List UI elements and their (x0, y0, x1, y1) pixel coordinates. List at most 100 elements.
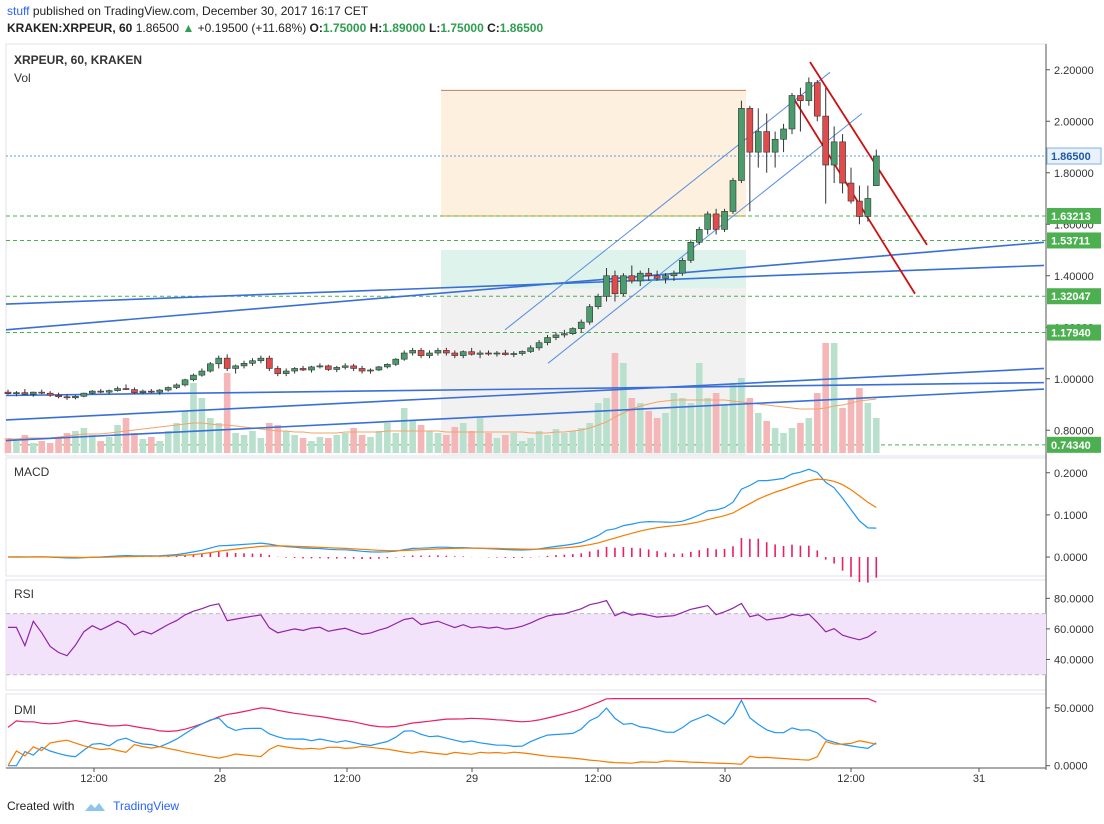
candle (872, 149, 880, 186)
rsi-title: RSI (14, 587, 34, 601)
volume-bar (89, 435, 96, 453)
candle-body (38, 391, 46, 394)
candle-body (215, 357, 223, 365)
chart-area[interactable]: 2.200002.000001.800001.600001.400001.200… (0, 40, 1104, 798)
candle (628, 265, 636, 284)
candle (797, 87, 804, 132)
candle (830, 126, 838, 184)
macd-title: MACD (14, 465, 50, 479)
candle (291, 367, 298, 374)
candle-body (341, 365, 349, 368)
candle-body (569, 328, 577, 334)
candle-body (653, 275, 661, 279)
volume-bar (367, 437, 374, 453)
volume-bar (358, 435, 366, 453)
price-tag-bg (1047, 207, 1101, 224)
candle (459, 350, 467, 359)
price-tag-label: 0.74340 (1051, 440, 1091, 452)
rsi-line (8, 599, 877, 657)
price-axis-label: 0.80000 (1054, 425, 1094, 437)
candle (561, 329, 568, 338)
volume-bar (872, 418, 880, 453)
volume-bar (232, 433, 239, 453)
volume-bar (325, 438, 332, 453)
macd-axis-label: 0.0000 (1054, 552, 1088, 564)
author-link[interactable]: stuff (7, 4, 30, 18)
candle-body (409, 350, 416, 354)
time-axis-label: 29 (466, 773, 478, 785)
macd-axis-label: 0.1000 (1054, 510, 1088, 522)
tradingview-brand[interactable]: TradingView (113, 799, 180, 813)
volume-bar (72, 431, 79, 453)
candle-body (80, 392, 88, 397)
candle (754, 108, 762, 168)
candle-body (240, 362, 248, 367)
candle-body (502, 352, 509, 355)
candle-body (451, 352, 459, 356)
volume-bar (417, 425, 425, 453)
symbol-label: KRAKEN:XRPEUR, 60 (7, 21, 133, 35)
volume-bar (375, 431, 383, 453)
candle-body (797, 95, 804, 101)
candle (451, 350, 459, 359)
candle (4, 389, 12, 395)
candle-body (384, 364, 391, 368)
low-value: 1.75000 (440, 21, 484, 35)
candle-body (367, 369, 374, 372)
candle (282, 368, 290, 377)
price-axis-label: 1.80000 (1054, 168, 1094, 180)
candle-body (417, 350, 425, 356)
candle (274, 365, 282, 377)
candle-body (535, 342, 543, 349)
volume-bar (55, 438, 62, 453)
candle-body (89, 390, 96, 394)
candle (122, 384, 130, 391)
candle (611, 270, 619, 302)
trendline (5, 388, 1045, 442)
last-price: 1.86500 (135, 21, 180, 35)
candle-body (266, 357, 273, 369)
volume-bar (316, 437, 324, 453)
candle-body (63, 396, 71, 399)
volume-bar (29, 443, 37, 453)
candle (662, 273, 669, 284)
candle-body (636, 272, 644, 282)
footer: Created with TradingView (7, 799, 179, 813)
candle-body (358, 368, 366, 372)
volume-bar (215, 423, 223, 453)
candle-body (679, 259, 686, 274)
price-change: +0.19500 (+11.68%) (197, 21, 307, 35)
candle (341, 363, 349, 370)
channel-lower-line (547, 113, 863, 364)
candle-body (788, 95, 796, 130)
candle (400, 350, 408, 361)
candle (493, 350, 501, 357)
candle-body (122, 388, 130, 390)
candle (164, 386, 172, 392)
candle (29, 391, 37, 397)
candle (527, 345, 534, 353)
volume-bar (443, 435, 450, 453)
dmi-minus-line (7, 739, 877, 766)
volume-bar (282, 431, 290, 453)
price-tag-bg (1047, 436, 1101, 453)
candle-body (148, 390, 155, 393)
volume-bar (434, 433, 442, 453)
price-tag-label: 1.63213 (1051, 211, 1091, 223)
candle-body (754, 131, 762, 153)
candle-body (459, 351, 467, 356)
candle-body (544, 337, 551, 343)
volume-bar (771, 428, 779, 453)
macd-panel (5, 457, 1047, 577)
candle (729, 177, 737, 214)
volume-bar (190, 383, 197, 453)
candle-body (729, 180, 737, 212)
candle-body (333, 367, 341, 370)
time-axis-label: 12:00 (584, 773, 612, 785)
volume-bar (830, 343, 838, 453)
projection-box-grey (441, 288, 746, 456)
volume-bar (21, 435, 29, 453)
volume-bar (122, 418, 130, 453)
candle-body (257, 357, 265, 362)
volume-bar (105, 437, 113, 453)
